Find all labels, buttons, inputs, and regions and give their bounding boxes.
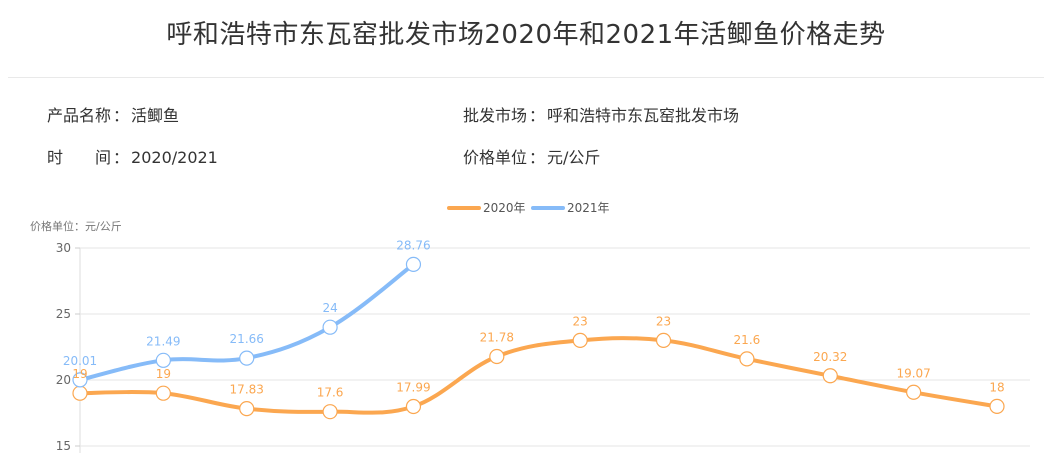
y-axis-ticks: 15 20 25 30 bbox=[56, 241, 80, 453]
data-point[interactable] bbox=[239, 401, 255, 417]
data-label: 19.07 bbox=[896, 366, 930, 380]
data-label: 28.76 bbox=[396, 238, 430, 252]
data-label: 21.6 bbox=[734, 333, 761, 347]
unit-separator: ： bbox=[529, 148, 546, 167]
info-unit: 价格单位：元/公斤 bbox=[463, 144, 600, 168]
y-tick-label: 25 bbox=[56, 307, 71, 321]
market-separator: ： bbox=[529, 106, 546, 125]
data-label: 20.32 bbox=[813, 350, 847, 364]
time-separator: ： bbox=[113, 148, 130, 167]
data-point[interactable] bbox=[72, 385, 88, 401]
market-label: 批发市场 bbox=[463, 106, 528, 125]
y-tick-label: 15 bbox=[56, 439, 71, 453]
series-lines bbox=[78, 262, 999, 415]
product-label: 产品名称 bbox=[47, 106, 112, 125]
data-point[interactable] bbox=[405, 256, 422, 272]
data-point[interactable] bbox=[155, 385, 171, 401]
data-label: 20.01 bbox=[63, 354, 97, 368]
data-label: 21.49 bbox=[146, 334, 180, 348]
y-tick-label: 30 bbox=[56, 241, 71, 255]
info-time: 时 间： 2020/2021 bbox=[47, 144, 218, 168]
data-label: 19 bbox=[156, 367, 171, 381]
data-point[interactable] bbox=[489, 348, 505, 365]
data-point[interactable] bbox=[322, 319, 338, 335]
series-line bbox=[78, 336, 999, 415]
data-point[interactable] bbox=[239, 350, 255, 366]
data-point[interactable] bbox=[906, 384, 922, 400]
data-points bbox=[72, 256, 1005, 420]
data-point[interactable] bbox=[72, 372, 88, 388]
unit-label: 价格单位 bbox=[463, 148, 528, 167]
legend-label: 2021年 bbox=[567, 201, 610, 215]
data-label: 19 bbox=[72, 367, 87, 381]
info-market: 批发市场：呼和浩特市东瓦窑批发市场 bbox=[463, 102, 739, 126]
legend-label: 2020年 bbox=[483, 201, 526, 215]
data-point[interactable] bbox=[572, 332, 588, 348]
y-axis-unit-label: 价格单位：元/公斤 bbox=[30, 219, 122, 233]
data-label: 21.78 bbox=[480, 331, 514, 345]
grid-lines bbox=[79, 247, 1030, 453]
data-label: 24 bbox=[322, 301, 337, 315]
data-point[interactable] bbox=[155, 352, 171, 368]
data-point[interactable] bbox=[989, 398, 1005, 414]
info-product: 产品名称：活鲫鱼 bbox=[47, 102, 179, 126]
data-point[interactable] bbox=[822, 368, 838, 384]
data-label: 21.66 bbox=[230, 332, 264, 346]
market-value: 呼和浩特市东瓦窑批发市场 bbox=[547, 106, 740, 125]
time-label: 时 间 bbox=[47, 148, 112, 167]
data-point[interactable] bbox=[655, 332, 672, 348]
chart-title: 呼和浩特市东瓦窑批发市场2020年和2021年活鲫鱼价格走势 bbox=[166, 20, 886, 50]
data-label: 23 bbox=[656, 314, 671, 328]
data-label: 17.6 bbox=[317, 386, 344, 400]
data-point[interactable] bbox=[322, 404, 338, 420]
chart-legend: 2020年 2021年 bbox=[447, 201, 610, 215]
unit-value: 元/公斤 bbox=[547, 148, 601, 167]
data-label: 23 bbox=[573, 314, 588, 328]
data-label: 17.83 bbox=[230, 383, 264, 397]
product-separator: ： bbox=[113, 106, 130, 125]
data-point[interactable] bbox=[405, 398, 422, 415]
data-label: 17.99 bbox=[396, 381, 430, 395]
product-value: 活鲫鱼 bbox=[131, 106, 180, 125]
divider bbox=[8, 77, 1044, 78]
data-point[interactable] bbox=[739, 351, 755, 367]
data-label: 18 bbox=[989, 380, 1004, 394]
data-labels: 19 19 17.83 17.6 17.99 21.78 23 23 21.6 20.32 19.0… bbox=[63, 238, 1005, 399]
y-tick-label: 20 bbox=[56, 373, 71, 387]
time-value: 2020/2021 bbox=[131, 148, 218, 167]
